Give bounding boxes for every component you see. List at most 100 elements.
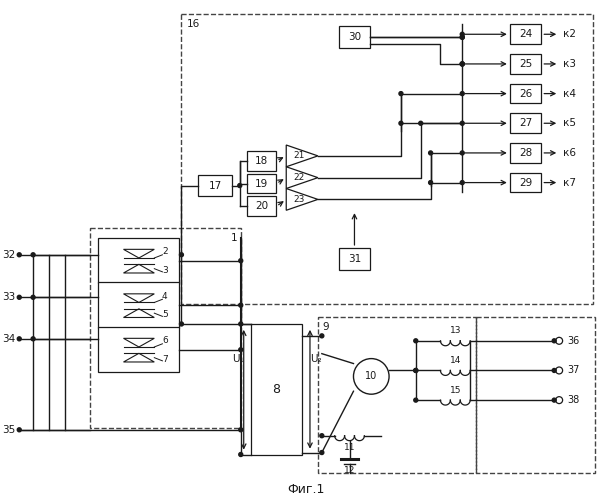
Circle shape (414, 398, 418, 402)
Text: 9: 9 (323, 322, 330, 332)
Text: 32: 32 (2, 250, 15, 260)
Bar (510, 24, 541, 44)
Bar (510, 172, 541, 193)
Text: 27: 27 (519, 118, 532, 128)
Circle shape (552, 398, 556, 402)
Circle shape (460, 36, 465, 39)
Bar (247, 151, 277, 171)
Text: к7: к7 (563, 178, 576, 188)
Text: 28: 28 (519, 148, 532, 158)
Bar (510, 143, 541, 163)
Circle shape (239, 322, 243, 326)
Bar (98, 327, 179, 372)
Circle shape (31, 337, 35, 341)
Text: 21: 21 (293, 152, 305, 160)
Text: 4: 4 (162, 292, 168, 301)
Text: 26: 26 (519, 88, 532, 99)
Bar (510, 54, 541, 74)
Text: 25: 25 (519, 59, 532, 69)
Text: 29: 29 (519, 178, 532, 188)
Bar (510, 84, 541, 103)
Text: 7: 7 (162, 355, 168, 364)
Text: к4: к4 (563, 88, 576, 99)
Text: 13: 13 (449, 326, 461, 336)
Text: 34: 34 (2, 334, 15, 344)
Text: 14: 14 (450, 356, 461, 365)
Text: 38: 38 (567, 395, 579, 405)
Text: 30: 30 (348, 32, 361, 42)
Circle shape (460, 62, 465, 66)
Circle shape (460, 36, 465, 39)
Circle shape (17, 428, 21, 432)
Text: 2: 2 (162, 248, 168, 256)
Circle shape (460, 180, 465, 184)
Text: к2: к2 (563, 30, 576, 40)
Circle shape (399, 122, 403, 125)
Circle shape (552, 368, 556, 372)
Text: 35: 35 (2, 425, 15, 435)
Circle shape (17, 253, 21, 257)
Circle shape (460, 92, 465, 96)
Circle shape (429, 151, 432, 155)
Bar (339, 26, 370, 48)
Circle shape (179, 253, 184, 257)
Text: 18: 18 (255, 156, 268, 166)
Circle shape (552, 339, 556, 343)
Bar (339, 248, 370, 270)
Circle shape (460, 62, 465, 66)
Bar (98, 238, 179, 284)
Circle shape (238, 184, 242, 188)
Circle shape (31, 253, 35, 257)
Text: U₂: U₂ (310, 354, 322, 364)
Circle shape (414, 368, 418, 372)
Text: 36: 36 (567, 336, 579, 346)
Circle shape (419, 122, 423, 125)
Text: 33: 33 (2, 292, 15, 302)
Text: 37: 37 (567, 366, 579, 376)
Text: 1: 1 (231, 233, 238, 243)
Circle shape (460, 151, 465, 155)
Text: 3: 3 (162, 266, 168, 275)
Circle shape (239, 303, 243, 307)
Circle shape (17, 337, 21, 341)
Circle shape (320, 450, 324, 454)
Circle shape (17, 296, 21, 300)
Text: к5: к5 (563, 118, 576, 128)
Text: U₁: U₁ (232, 354, 244, 364)
Circle shape (179, 322, 184, 326)
Circle shape (239, 428, 243, 432)
Circle shape (414, 368, 418, 372)
Text: к3: к3 (563, 59, 576, 69)
Text: 15: 15 (449, 386, 461, 394)
Text: 19: 19 (255, 178, 268, 188)
Text: 23: 23 (293, 195, 305, 204)
Text: 5: 5 (162, 310, 168, 320)
Text: 10: 10 (365, 372, 378, 382)
Text: 6: 6 (162, 336, 168, 345)
Bar (318, 317, 476, 474)
Text: 17: 17 (209, 180, 222, 190)
Text: 12: 12 (344, 466, 355, 475)
Circle shape (460, 62, 465, 66)
Text: 11: 11 (344, 443, 355, 452)
Bar (247, 196, 277, 216)
Bar (198, 174, 232, 197)
Text: к6: к6 (563, 148, 576, 158)
Circle shape (239, 452, 243, 456)
Bar (510, 114, 541, 133)
Text: 16: 16 (187, 20, 199, 30)
Text: 31: 31 (348, 254, 361, 264)
Text: 20: 20 (255, 202, 268, 211)
Circle shape (429, 180, 432, 184)
Bar (98, 282, 179, 328)
Bar (91, 228, 241, 428)
Circle shape (320, 334, 324, 338)
Bar (247, 174, 277, 194)
Circle shape (239, 258, 243, 262)
Text: 22: 22 (293, 173, 305, 182)
Bar (476, 317, 595, 474)
Bar (181, 14, 593, 304)
Circle shape (399, 92, 403, 96)
Circle shape (31, 296, 35, 300)
Text: 24: 24 (519, 30, 532, 40)
